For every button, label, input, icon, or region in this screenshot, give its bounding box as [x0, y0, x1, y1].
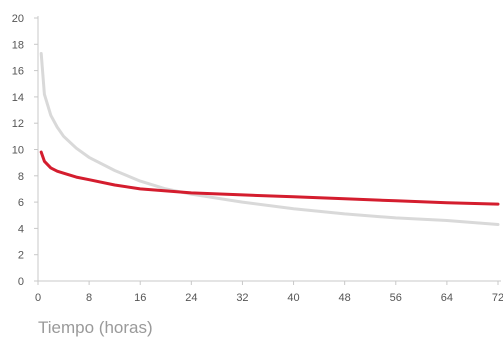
y-tick-label: 16	[12, 66, 24, 78]
x-tick-label: 0	[35, 292, 41, 304]
y-tick-label: 4	[18, 223, 24, 235]
x-tick-label: 16	[134, 292, 146, 304]
x-tick-label: 32	[236, 292, 248, 304]
x-tick-label: 40	[287, 292, 299, 304]
x-tick-label: 72	[492, 292, 503, 304]
x-tick-label: 8	[86, 292, 92, 304]
x-tick-label: 24	[185, 292, 197, 304]
y-tick-label: 14	[12, 92, 24, 104]
y-tick-label: 8	[18, 171, 24, 183]
y-tick-label: 10	[12, 145, 24, 157]
y-tick-label: 0	[18, 276, 24, 288]
x-tick-label: 56	[390, 292, 402, 304]
y-tick-label: 6	[18, 197, 24, 209]
series-line-2	[39, 150, 500, 206]
y-tick-label: 20	[12, 13, 24, 25]
x-tick-label: 64	[441, 292, 453, 304]
x-axis-title: Tiempo (horas)	[38, 318, 153, 337]
y-tick-label: 12	[12, 118, 24, 130]
y-tick-label: 2	[18, 250, 24, 262]
series-line-1	[39, 52, 500, 226]
x-tick-label: 48	[339, 292, 351, 304]
y-tick-label: 18	[12, 39, 24, 51]
